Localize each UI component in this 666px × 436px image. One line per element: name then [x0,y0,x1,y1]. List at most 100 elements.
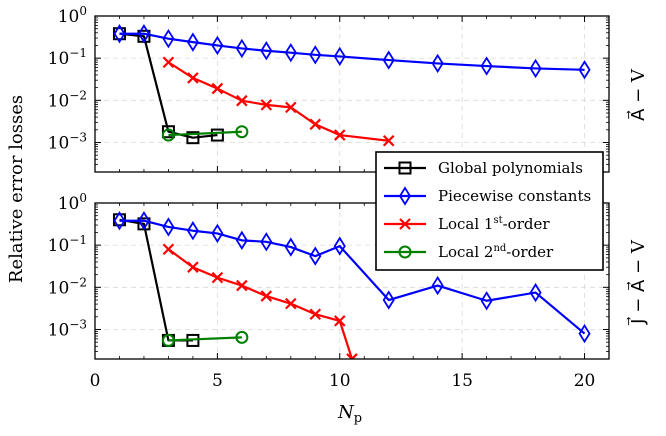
panel-1-local-1st-order-point [236,94,248,107]
panel-1-piecewise-constants-point [309,45,322,65]
panel-1-y-tick-label: 100 [58,4,87,27]
panel-2-series-piecewise-constants [113,211,591,344]
panel-1-piecewise-constants-point [211,35,224,56]
panel-1-series-local-1st-order [162,56,395,147]
legend-marker [398,245,412,259]
panel-2-local-1st-order-line [167,248,354,359]
panel-1-piecewise-constants-point [431,53,444,74]
x-axis-title-sub: p [354,411,362,426]
panel-1-piecewise-constants-point [578,60,591,80]
panel-1-local-1st-order-point [187,72,199,84]
panel-2-y-tick-base: 10 [58,194,80,214]
panel-2-y-tick-base: 10 [48,236,70,256]
panel-2-series-global-polynomials [112,213,200,347]
panel-1-piecewise-constants-point [529,58,542,79]
legend-label: Local 1st-order [438,215,550,233]
panel-1-piecewise-constants-point [260,41,273,61]
panel-2-y-tick-exponent: −2 [69,275,87,289]
y-axis-title: Relative error losses [6,95,27,283]
panel-1-local-1st-order-point [260,99,273,111]
panel-2-piecewise-constants-point [382,290,395,310]
legend-label: Local 2nd-order [438,243,554,261]
panel-2-local-1st-order-point [285,297,297,310]
panel-2-plot-area [112,211,591,359]
panel-2-y-tick-exponent: −3 [69,317,87,331]
panel-1-piecewise-constants-point [480,56,493,76]
panel-1-y-tick-exponent: 0 [79,4,87,18]
panel-2-right-label: J⃗ − A⃗ − V [627,239,649,326]
panel-2-piecewise-constants-point [211,223,224,244]
panel-2-y-tick-exponent: 0 [79,191,87,205]
panel-2-local-1st-order-point [333,315,346,327]
legend: Global polynomials Piecewise constants Loc… [375,151,604,271]
panel-1-local-1st-order-point [211,82,224,95]
panel-1-piecewise-constants-point [113,24,126,44]
legend-marker [399,218,411,230]
panel-2-frame [94,202,610,360]
panel-1-y-tick-exponent: −3 [69,130,87,144]
x-tick-label: 10 [329,371,351,391]
panel-1-global-polynomials-line [119,32,218,139]
panel-2-local-1st-order-point [211,271,224,284]
panel-2-y-tick-label: 100 [58,191,87,214]
x-tick-label: 5 [212,371,223,391]
panel-2-y-tick-label: 10−2 [48,275,87,298]
panel-1-piecewise-constants-point [284,42,297,63]
panel-1-local-1st-order-point [285,101,297,114]
panel-2-piecewise-constants-point [162,217,175,237]
legend-box [375,151,604,271]
panel-1-y-tick-base: 10 [48,133,70,153]
legend-label-base: Local 1 [438,215,493,233]
panel-1-local-1st-order-point [333,129,346,141]
panel-2-y-tick-base: 10 [48,278,70,298]
panel-1-local-1st-order-point [309,118,322,131]
panel-2-piecewise-constants-point [431,275,444,296]
legend-marker [398,186,412,206]
panel-1-piecewise-constants-point [186,32,199,52]
panel-2-local-2nd-order-line [168,336,242,342]
panel-2-local-1st-order-point [309,308,322,321]
panel-2-piecewise-constants-point [333,236,346,256]
panel-1-y-tick-base: 10 [48,49,70,69]
panel-2-local-1st-order-point [187,261,199,273]
panel-1-global-polynomials-point [186,131,200,145]
x-tick-label: 20 [574,371,596,391]
panel-2-piecewise-constants-point [529,282,542,303]
legend-label-base: Local 2 [438,243,493,261]
panel-1-piecewise-constants-point [382,50,395,70]
panel-1-y-tick-label: 10−3 [48,130,87,153]
panel-1-series-local-2nd-order [161,125,249,142]
panel-2-local-1st-order-point [260,290,273,302]
legend-label-superscript: nd [493,243,506,254]
panel-2-global-polynomials-line [119,218,193,342]
panel-1-plot-area [112,24,591,147]
panel-1-y-tick-base: 10 [48,91,70,111]
panel-1-y-tick-base: 10 [58,7,80,27]
panel-1-local-2nd-order-line [168,130,242,137]
panel-1-y-tick-exponent: −1 [69,46,87,60]
legend-label-superscript: st [493,215,502,226]
panel-2-piecewise-constants-point [186,221,199,241]
panel-2-piecewise-constants-point [578,323,591,344]
panel-2-piecewise-constants-point [284,237,297,257]
panel-2-piecewise-constants-line [119,219,586,335]
legend-label-tail: -order [506,243,554,261]
panel-2-y-tick-base: 10 [48,320,70,340]
panel-1-piecewise-constants-point [333,46,346,67]
legend-item-global-polynomials: Global polynomials [384,159,583,177]
panel-2-local-2nd-order-point [161,333,175,347]
panel-2-piecewise-constants-point [309,246,322,266]
panel-1-piecewise-constants-point [137,24,151,44]
panel-2-piecewise-constants-point [260,232,273,252]
panel-1-local-1st-order-point [382,134,395,147]
panel-1-frame [94,15,610,173]
panel-1-y-tick-label: 10−1 [48,46,87,69]
panel-2-piecewise-constants-point [137,211,151,231]
x-axis-title-main: N [337,402,355,423]
legend-item-piecewise-constants: Piecewise constants [384,186,591,206]
panel-2-local-2nd-order-point [235,330,249,344]
panel-2-series-local-2nd-order [161,330,249,347]
panel-2-y-tick-label: 10−1 [48,233,87,256]
panel-1-local-2nd-order-point [161,128,175,142]
